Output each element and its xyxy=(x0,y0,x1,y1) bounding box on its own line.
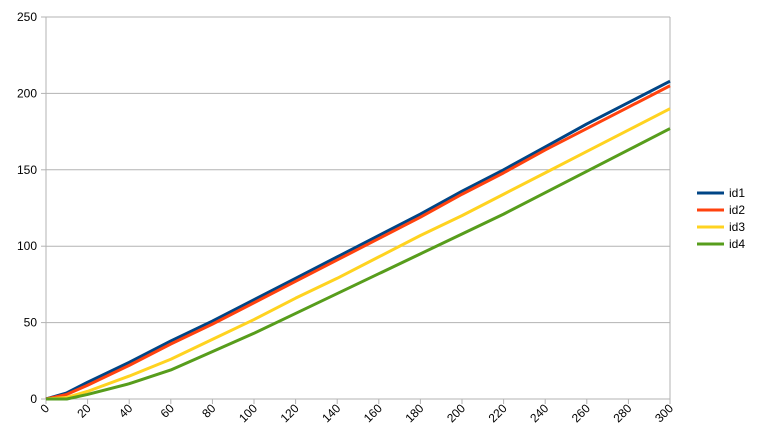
x-tick-label: 280 xyxy=(610,401,634,425)
x-tick-label: 300 xyxy=(652,401,676,425)
x-tick-label: 20 xyxy=(74,401,94,421)
series-line xyxy=(45,79,671,401)
x-tick-label: 160 xyxy=(361,401,385,425)
y-tick-label: 0 xyxy=(30,392,37,406)
legend-label: id3 xyxy=(729,220,745,234)
x-tick-label: 220 xyxy=(486,401,510,425)
legend-label: id1 xyxy=(729,186,745,200)
y-tick-label: 150 xyxy=(17,163,37,177)
legend-label: id2 xyxy=(729,203,745,217)
y-tick-label: 200 xyxy=(17,86,37,100)
series-line xyxy=(45,84,671,401)
x-tick-label: 40 xyxy=(116,401,136,421)
x-tick-label: 0 xyxy=(37,401,52,416)
x-tick-label: 60 xyxy=(158,401,178,421)
x-tick-label: 200 xyxy=(444,401,468,425)
x-tick-label: 240 xyxy=(527,401,551,425)
x-tick-label: 260 xyxy=(569,401,593,425)
x-tick-label: 120 xyxy=(278,401,302,425)
x-tick-label: 80 xyxy=(199,401,219,421)
x-tick-label: 180 xyxy=(402,401,426,425)
y-tick-label: 250 xyxy=(17,10,37,24)
series-line xyxy=(46,127,671,401)
y-tick-label: 50 xyxy=(24,316,38,330)
y-tick-label: 100 xyxy=(17,239,37,253)
x-tick-label: 140 xyxy=(319,401,343,425)
legend-label: id4 xyxy=(729,237,745,251)
x-tick-label: 100 xyxy=(236,401,260,425)
series-line xyxy=(45,107,671,401)
